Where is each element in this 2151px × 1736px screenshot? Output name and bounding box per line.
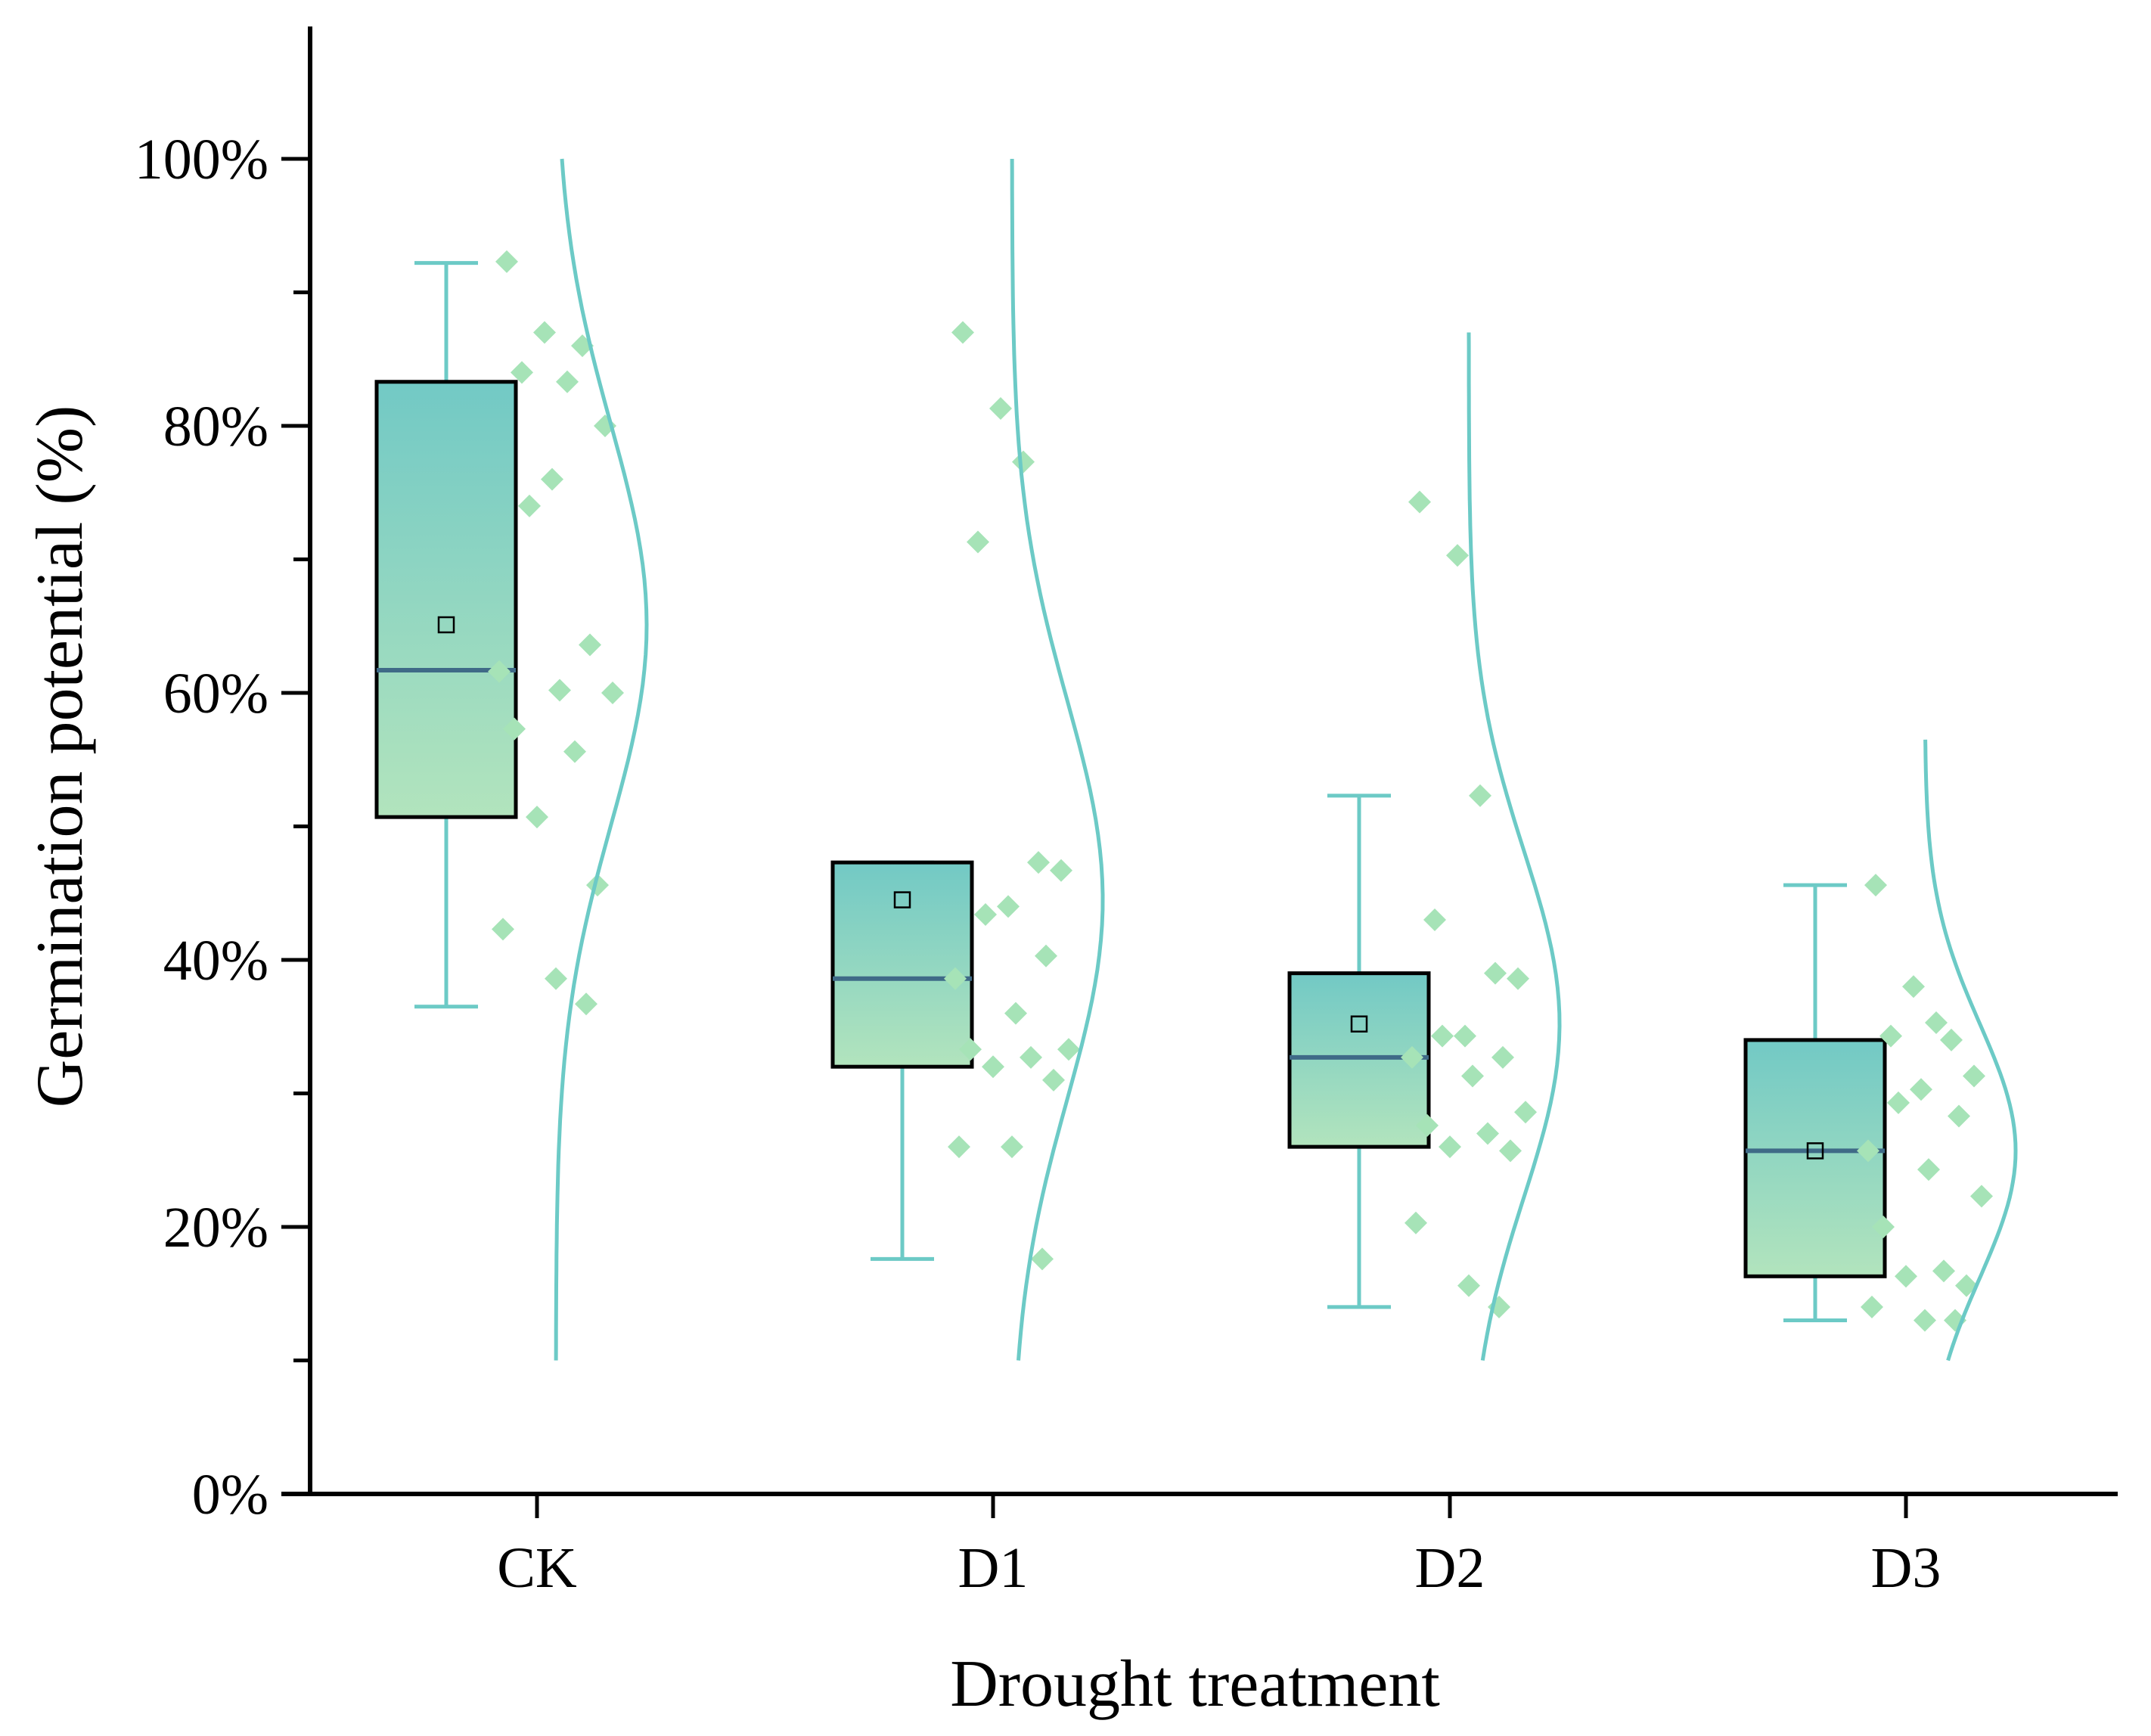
data-point xyxy=(545,967,567,990)
y-tick-label: 0% xyxy=(192,1463,268,1526)
data-point xyxy=(1857,1139,1879,1163)
data-point xyxy=(1454,1024,1476,1048)
data-point xyxy=(1446,544,1469,567)
x-tick-label: D1 xyxy=(958,1536,1029,1600)
data-point xyxy=(541,467,563,491)
y-tick-label: 80% xyxy=(163,395,268,458)
x-tick-label: D3 xyxy=(1871,1536,1941,1600)
x-tick-label: D2 xyxy=(1415,1536,1485,1600)
data-point xyxy=(1050,859,1072,882)
data-point xyxy=(1020,1045,1042,1069)
mean-marker xyxy=(437,616,455,634)
data-point xyxy=(548,679,571,702)
data-point xyxy=(1963,1064,1985,1088)
mean-marker xyxy=(1350,1015,1368,1033)
box xyxy=(830,860,974,1069)
data-point xyxy=(948,1135,970,1159)
data-point xyxy=(601,682,624,704)
data-point xyxy=(1514,1101,1537,1124)
x-axis-title: Drought treatment xyxy=(950,1647,1440,1721)
data-point xyxy=(533,321,556,344)
data-point xyxy=(488,660,511,683)
density-curve xyxy=(1467,332,1562,1361)
data-point xyxy=(1035,944,1057,967)
y-tick-label: 100% xyxy=(135,128,268,191)
data-point xyxy=(1004,1002,1027,1025)
plot-area xyxy=(374,158,2018,1362)
data-point xyxy=(1879,1024,1902,1048)
data-point xyxy=(1917,1158,1940,1182)
data-point xyxy=(1401,1045,1423,1069)
group-d3 xyxy=(1743,739,2018,1362)
data-point xyxy=(1027,851,1050,874)
data-point xyxy=(1476,1122,1499,1145)
density-curve xyxy=(554,158,649,1361)
axes: Drought treatment Germination potential … xyxy=(23,26,2118,1721)
data-point xyxy=(982,1055,1004,1079)
data-point xyxy=(1405,1211,1427,1234)
data-point xyxy=(1925,1011,1948,1034)
density-curve xyxy=(1923,739,2018,1362)
data-point xyxy=(1042,1068,1065,1092)
mean-marker xyxy=(1806,1142,1824,1160)
data-point xyxy=(1423,908,1446,932)
y-axis-title: Germination potential (%) xyxy=(23,405,97,1108)
data-point xyxy=(1012,450,1035,474)
y-tick-label: 40% xyxy=(163,929,268,992)
data-point xyxy=(1499,1139,1522,1163)
data-point xyxy=(1457,1274,1480,1297)
data-point xyxy=(1491,1045,1514,1069)
y-tick-label: 20% xyxy=(163,1196,268,1259)
data-point xyxy=(997,895,1020,918)
data-point xyxy=(495,250,518,273)
data-point xyxy=(1902,975,1925,998)
data-point xyxy=(518,494,541,517)
data-point xyxy=(1864,874,1887,897)
data-point xyxy=(1001,1135,1023,1159)
data-point xyxy=(1910,1078,1932,1101)
data-point xyxy=(1439,1135,1461,1159)
data-point xyxy=(1914,1309,1936,1332)
data-point xyxy=(556,370,579,393)
data-point xyxy=(1895,1265,1917,1288)
data-point xyxy=(967,530,989,554)
data-point xyxy=(1948,1104,1970,1128)
data-point xyxy=(1861,1295,1883,1318)
data-point xyxy=(944,967,967,990)
data-point xyxy=(511,361,533,384)
data-point xyxy=(1970,1185,1993,1208)
data-point xyxy=(1887,1091,1910,1114)
data-point xyxy=(575,992,598,1016)
data-point xyxy=(1431,1024,1454,1048)
data-point xyxy=(563,740,586,763)
group-d2 xyxy=(1287,332,1562,1361)
data-point xyxy=(492,918,514,941)
x-tick-label: CK xyxy=(497,1536,577,1600)
data-point xyxy=(1408,490,1431,514)
density-curve xyxy=(1010,158,1105,1361)
group-ck xyxy=(374,158,649,1361)
data-point xyxy=(1416,1113,1439,1137)
data-point xyxy=(951,321,974,344)
data-point xyxy=(1507,967,1529,990)
mean-marker xyxy=(893,891,911,908)
data-point xyxy=(974,902,997,926)
data-point xyxy=(1940,1028,1963,1051)
data-point xyxy=(503,717,526,741)
y-tick-label: 60% xyxy=(163,662,268,725)
data-point xyxy=(1872,1216,1895,1238)
data-point xyxy=(1057,1038,1080,1061)
data-point xyxy=(579,633,601,657)
data-point xyxy=(1469,784,1491,807)
data-point xyxy=(1932,1259,1955,1283)
data-point xyxy=(989,397,1012,421)
group-d1 xyxy=(830,158,1105,1361)
data-point xyxy=(959,1038,982,1061)
data-point xyxy=(1484,961,1507,985)
data-point xyxy=(1461,1064,1484,1088)
data-point xyxy=(1031,1247,1054,1271)
data-point xyxy=(526,806,548,829)
box xyxy=(374,380,518,819)
